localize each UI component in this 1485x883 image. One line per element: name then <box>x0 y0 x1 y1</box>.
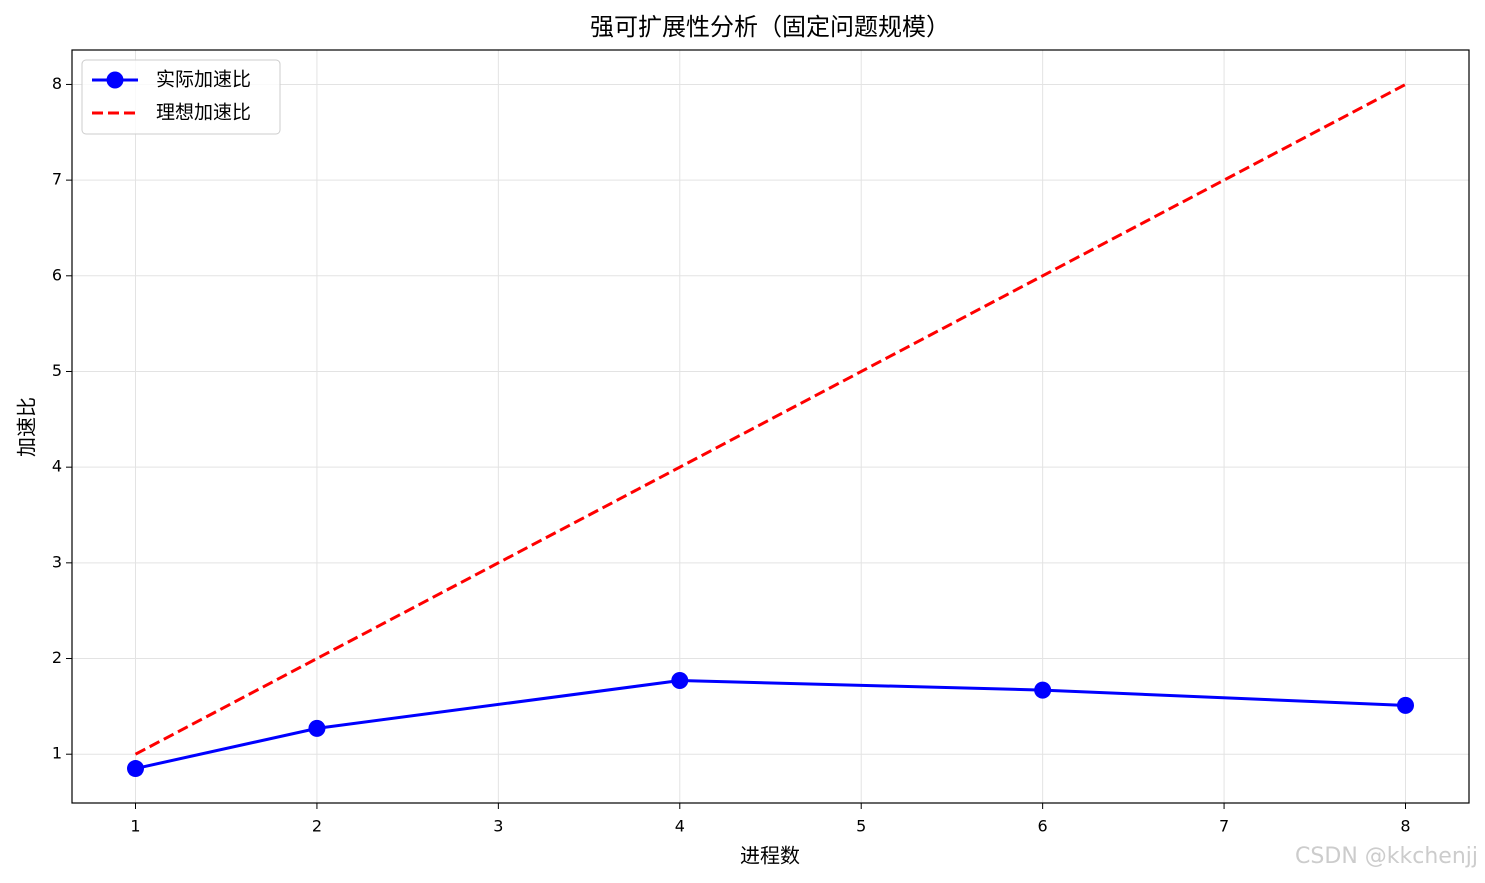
y-tick-label: 7 <box>52 170 62 189</box>
data-point <box>308 719 326 737</box>
data-line <box>135 679 1406 771</box>
x-tick-label: 5 <box>856 817 866 836</box>
data-point <box>127 760 144 778</box>
data-point <box>1034 681 1052 699</box>
y-axis-label: 加速比 <box>15 397 39 457</box>
x-tick-label: 6 <box>1038 817 1048 836</box>
legend-label: 理想加速比 <box>156 102 251 124</box>
data-point <box>1397 696 1414 714</box>
x-tick-label: 4 <box>675 817 685 836</box>
x-tick-label: 7 <box>1219 817 1229 836</box>
y-tick-label: 3 <box>52 552 62 571</box>
y-tick-label: 4 <box>52 457 62 476</box>
chart-title: 强可扩展性分析（固定问题规模） <box>590 13 950 41</box>
watermark: CSDN @kkchenjj <box>1295 844 1478 869</box>
x-tick-label: 1 <box>130 817 140 836</box>
y-tick-label: 8 <box>52 74 62 93</box>
y-tick-label: 6 <box>52 265 62 284</box>
data-line <box>134 83 1407 756</box>
y-tick-label: 1 <box>52 744 62 763</box>
plot-frame <box>71 49 1470 804</box>
x-tick-label: 3 <box>493 817 503 836</box>
y-tick-label: 5 <box>52 361 62 380</box>
legend-marker <box>106 71 124 89</box>
x-tick-label: 2 <box>312 817 322 836</box>
data-point <box>671 672 689 690</box>
x-tick-label: 8 <box>1400 817 1410 836</box>
x-axis-label: 进程数 <box>740 844 800 868</box>
legend-label: 实际加速比 <box>156 69 251 91</box>
y-tick-label: 2 <box>52 648 62 667</box>
